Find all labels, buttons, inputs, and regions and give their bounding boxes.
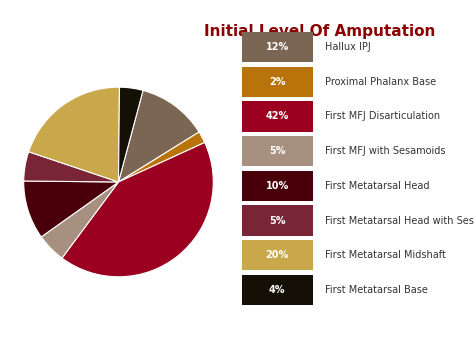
Text: 20%: 20%	[265, 250, 289, 260]
Text: 12%: 12%	[265, 42, 289, 52]
Wedge shape	[24, 181, 119, 237]
Text: First MFJ with Sesamoids: First MFJ with Sesamoids	[325, 146, 445, 156]
FancyBboxPatch shape	[242, 240, 313, 270]
Wedge shape	[118, 90, 199, 182]
FancyBboxPatch shape	[242, 206, 313, 236]
FancyBboxPatch shape	[242, 32, 313, 62]
Wedge shape	[41, 182, 118, 258]
Text: 2%: 2%	[269, 77, 285, 87]
Wedge shape	[24, 152, 119, 182]
Text: Hallux IPJ: Hallux IPJ	[325, 42, 371, 52]
FancyBboxPatch shape	[242, 275, 313, 305]
Text: First Metatarsal Base: First Metatarsal Base	[325, 285, 428, 295]
Wedge shape	[62, 143, 213, 277]
Text: Proximal Phalanx Base: Proximal Phalanx Base	[325, 77, 436, 87]
FancyBboxPatch shape	[242, 171, 313, 201]
Wedge shape	[118, 132, 205, 182]
Text: 42%: 42%	[265, 112, 289, 121]
Text: First Metatarsal Head with Sesamoids: First Metatarsal Head with Sesamoids	[325, 216, 474, 225]
FancyBboxPatch shape	[242, 136, 313, 166]
Wedge shape	[118, 87, 143, 182]
Wedge shape	[28, 87, 119, 182]
Title: Initial Level Of Amputation: Initial Level Of Amputation	[204, 24, 436, 39]
Text: First Metatarsal Head: First Metatarsal Head	[325, 181, 429, 191]
Text: First MFJ Disarticulation: First MFJ Disarticulation	[325, 112, 440, 121]
Text: First Metatarsal Midshaft: First Metatarsal Midshaft	[325, 250, 446, 260]
FancyBboxPatch shape	[242, 67, 313, 97]
Text: 10%: 10%	[265, 181, 289, 191]
Text: 4%: 4%	[269, 285, 285, 295]
Text: 5%: 5%	[269, 216, 285, 225]
FancyBboxPatch shape	[242, 101, 313, 131]
Text: 5%: 5%	[269, 146, 285, 156]
